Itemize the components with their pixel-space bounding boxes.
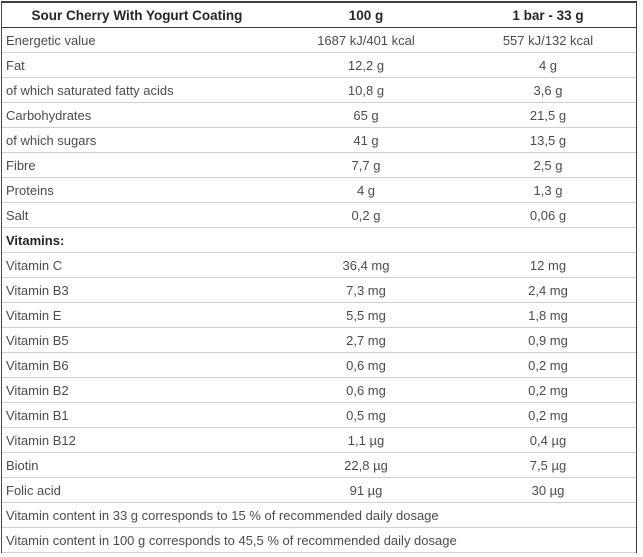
vitamin-row: Vitamin B3 7,3 mg 2,4 mg (2, 278, 636, 303)
vitamin-label: Vitamin B6 (6, 357, 69, 373)
vitamin-row: Biotin 22,8 µg 7,5 µg (2, 453, 636, 478)
vitamin-row: Vitamin B12 1,1 µg 0,4 µg (2, 428, 636, 453)
value-per-100g: 22,8 µg (344, 457, 388, 473)
value-per-100g: 4 g (356, 182, 376, 198)
value-per-bar: 3,6 g (533, 82, 563, 98)
vitamin-label: Vitamin B5 (6, 332, 69, 348)
nutrient-row: Proteins 4 g 1,3 g (2, 178, 636, 203)
nutrient-label: Proteins (6, 182, 54, 198)
value-per-bar: 2,4 mg (528, 282, 568, 298)
vitamin-row: Vitamin B1 0,5 mg 0,2 mg (2, 403, 636, 428)
vitamin-label: Vitamin B2 (6, 382, 69, 398)
value-per-bar: 13,5 g (529, 132, 567, 148)
nutrient-label: Carbohydrates (6, 107, 92, 123)
value-per-bar: 0,2 mg (528, 382, 568, 398)
value-per-bar: 0,9 mg (528, 332, 568, 348)
value-per-100g: 12,2 g (347, 57, 385, 73)
nutrient-label: of which sugars (6, 132, 97, 148)
vitamin-row: Vitamin C 36,4 mg 12 mg (2, 253, 636, 278)
vitamin-label: Vitamin B3 (6, 282, 69, 298)
value-per-100g: 0,5 mg (346, 407, 386, 423)
value-per-bar: 0,2 mg (528, 357, 568, 373)
column-header-100g: 100 g (348, 7, 384, 23)
nutrient-row: of which sugars 41 g 13,5 g (2, 128, 636, 153)
value-per-bar: 12 mg (529, 257, 567, 273)
value-per-100g: 91 µg (349, 482, 383, 498)
column-header-bar: 1 bar - 33 g (512, 7, 584, 23)
value-per-100g: 1,1 µg (347, 432, 385, 448)
nutrient-label: of which saturated fatty acids (6, 82, 174, 98)
value-per-bar: 557 kJ/132 kcal (502, 32, 594, 48)
footnote-33g: Vitamin content in 33 g corresponds to 1… (6, 507, 439, 523)
nutrient-row: Fibre 7,7 g 2,5 g (2, 153, 636, 178)
footnote-row: Vitamin content in 33 g corresponds to 1… (2, 503, 636, 528)
vitamins-section-label: Vitamins: (6, 232, 65, 248)
value-per-100g: 65 g (353, 107, 379, 123)
nutrient-label: Energetic value (6, 32, 96, 48)
value-per-bar: 30 µg (531, 482, 565, 498)
footnote-100g: Vitamin content in 100 g corresponds to … (6, 532, 457, 548)
vitamin-label: Vitamin C (6, 257, 63, 273)
value-per-bar: 1,3 g (533, 182, 563, 198)
vitamin-row: Vitamin B2 0,6 mg 0,2 mg (2, 378, 636, 403)
nutrient-label: Fat (6, 57, 25, 73)
value-per-bar: 1,8 mg (528, 307, 568, 323)
nutrient-row: Fat 12,2 g 4 g (2, 53, 636, 78)
nutrient-row: Energetic value 1687 kJ/401 kcal 557 kJ/… (2, 28, 636, 53)
footnote-row: Vitamin content in 100 g corresponds to … (2, 528, 636, 553)
value-per-bar: 0,4 µg (529, 432, 567, 448)
value-per-100g: 41 g (353, 132, 379, 148)
nutrient-row: of which saturated fatty acids 10,8 g 3,… (2, 78, 636, 103)
value-per-100g: 0,6 mg (346, 382, 386, 398)
vitamin-label: Vitamin E (6, 307, 62, 323)
value-per-100g: 7,3 mg (346, 282, 386, 298)
vitamin-row: Vitamin E 5,5 mg 1,8 mg (2, 303, 636, 328)
nutrient-row: Carbohydrates 65 g 21,5 g (2, 103, 636, 128)
value-per-100g: 1687 kJ/401 kcal (317, 32, 415, 48)
header-row: Sour Cherry With Yogurt Coating 100 g 1 … (2, 3, 636, 28)
value-per-bar: 2,5 g (533, 157, 563, 173)
vitamin-row: Vitamin B6 0,6 mg 0,2 mg (2, 353, 636, 378)
value-per-bar: 4 g (538, 57, 558, 73)
value-per-100g: 2,7 mg (346, 332, 386, 348)
value-per-bar: 0,2 mg (528, 407, 568, 423)
value-per-bar: 21,5 g (529, 107, 567, 123)
product-name-header: Sour Cherry With Yogurt Coating (31, 7, 243, 23)
value-per-100g: 5,5 mg (346, 307, 386, 323)
vitamin-row: Vitamin B5 2,7 mg 0,9 mg (2, 328, 636, 353)
value-per-100g: 36,4 mg (342, 257, 390, 273)
nutrient-label: Salt (6, 207, 29, 223)
vitamin-label: Vitamin B1 (6, 407, 69, 423)
value-per-100g: 10,8 g (347, 82, 385, 98)
vitamin-label: Folic acid (6, 482, 61, 498)
nutrient-label: Fibre (6, 157, 36, 173)
value-per-100g: 0,6 mg (346, 357, 386, 373)
nutrient-row: Salt 0,2 g 0,06 g (2, 203, 636, 228)
value-per-bar: 7,5 µg (529, 457, 567, 473)
vitamins-section-header-row: Vitamins: (2, 228, 636, 253)
value-per-100g: 7,7 g (351, 157, 381, 173)
vitamin-label: Biotin (6, 457, 39, 473)
vitamin-row: Folic acid 91 µg 30 µg (2, 478, 636, 503)
vitamin-label: Vitamin B12 (6, 432, 76, 448)
value-per-bar: 0,06 g (529, 207, 567, 223)
value-per-100g: 0,2 g (351, 207, 381, 223)
